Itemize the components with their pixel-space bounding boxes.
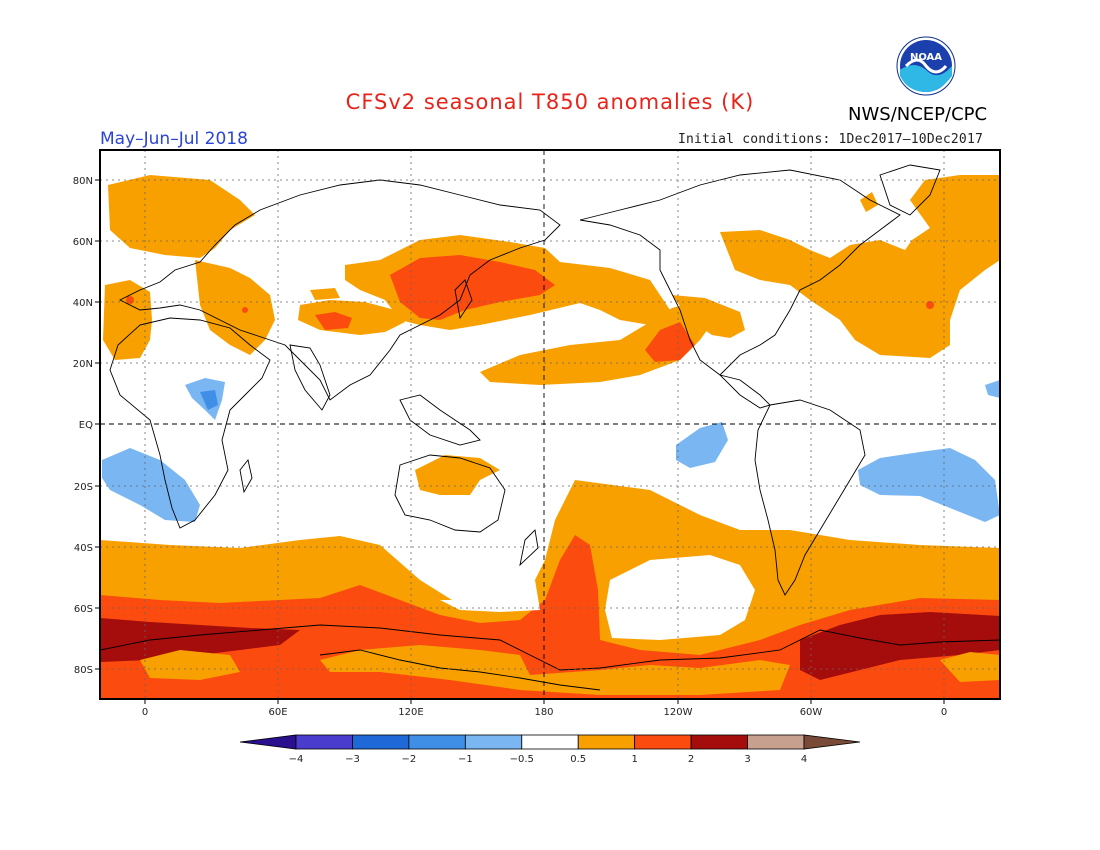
- lon-label: 180: [534, 707, 553, 718]
- colorbar-label: 3: [744, 754, 750, 765]
- anomaly-region: [858, 448, 1000, 522]
- colorbar-swatch: [634, 734, 692, 750]
- colorbar-label: −4: [289, 754, 304, 765]
- colorbar-swatch: [464, 734, 523, 750]
- anomaly-region: [103, 280, 152, 360]
- anomaly-region: [102, 448, 200, 522]
- anomaly-region: [100, 535, 1000, 699]
- lat-label: 80N: [73, 176, 93, 187]
- colorbar-swatch: [295, 734, 353, 750]
- lat-label: 20N: [73, 359, 93, 370]
- anomaly-region: [926, 301, 934, 309]
- noaa-logo-icon: NOAA: [896, 36, 956, 96]
- lon-label: 0: [941, 707, 947, 718]
- colorbar-label: −3: [345, 754, 360, 765]
- lon-label: 120E: [398, 707, 423, 718]
- lat-label: 60N: [73, 237, 93, 248]
- anomaly-region: [672, 295, 745, 338]
- anomaly-region: [985, 380, 1000, 398]
- anomaly-region: [100, 618, 300, 662]
- colorbar-swatch: [352, 734, 410, 750]
- anomaly-region: [415, 455, 500, 495]
- anomaly-region: [310, 288, 340, 300]
- anomaly-region: [315, 312, 352, 330]
- anomaly-region: [860, 192, 878, 212]
- lat-label: 20S: [74, 482, 93, 493]
- anomaly-region: [605, 555, 755, 640]
- anomaly-region: [720, 175, 1000, 358]
- forecast-period: May–Jun–Jul 2018: [100, 129, 248, 149]
- colorbar-label: −0.5: [510, 754, 534, 765]
- colorbar: −4 −3 −2 −1 −0.5 0.5 1 2 3 4: [239, 734, 861, 765]
- initial-conditions: Initial conditions: 1Dec2017–10Dec2017: [678, 132, 984, 147]
- logo-text: NOAA: [910, 52, 942, 63]
- axis-ticks: [95, 179, 945, 704]
- colorbar-arrow-low: [239, 734, 297, 750]
- anomaly-region: [140, 650, 240, 680]
- colorbar-swatch: [408, 734, 466, 750]
- lon-label: 60E: [268, 707, 287, 718]
- colorbar-swatch: [577, 734, 636, 750]
- lat-label: 80S: [74, 665, 93, 676]
- longitude-labels: 0 60E 120E 180 120W 60W 0: [142, 707, 947, 718]
- colorbar-label: −2: [402, 754, 417, 765]
- anomaly-region: [940, 652, 1000, 682]
- agency-label: NWS/NCEP/CPC: [848, 104, 988, 125]
- lat-label: 60S: [74, 604, 93, 615]
- anomaly-region: [480, 300, 720, 385]
- colorbar-label: 2: [688, 754, 694, 765]
- lon-label: 0: [142, 707, 148, 718]
- colorbar-swatch: [521, 734, 579, 750]
- anomaly-region: [126, 296, 134, 304]
- map-title: CFSv2 seasonal T850 anomalies (K): [345, 90, 755, 114]
- colorbar-label: 0.5: [570, 754, 586, 765]
- colorbar-arrow-high: [803, 734, 861, 750]
- colorbar-swatch: [747, 734, 805, 750]
- colorbar-label: −1: [458, 754, 473, 765]
- colorbar-label: 4: [801, 754, 807, 765]
- colorbar-label: 1: [631, 754, 637, 765]
- anomaly-region: [195, 260, 275, 355]
- lon-label: 120W: [664, 707, 693, 718]
- lat-label: EQ: [79, 420, 93, 431]
- lat-label: 40N: [73, 298, 93, 309]
- graticule: [100, 150, 1000, 699]
- anomaly-region: [320, 645, 790, 695]
- lon-label: 60W: [800, 707, 823, 718]
- anomaly-region: [440, 580, 540, 612]
- anomaly-region: [242, 307, 248, 313]
- anomaly-region: [676, 422, 728, 468]
- anomaly-region: [200, 390, 218, 410]
- lat-label: 40S: [74, 543, 93, 554]
- anomaly-region: [800, 612, 1000, 680]
- anomaly-region: [645, 322, 695, 362]
- latitude-labels: 80N 60N 40N 20N EQ 20S 40S 60S 80S: [73, 176, 93, 676]
- anomaly-region: [108, 175, 255, 258]
- colorbar-swatch: [690, 734, 748, 750]
- anomaly-region: [390, 255, 555, 320]
